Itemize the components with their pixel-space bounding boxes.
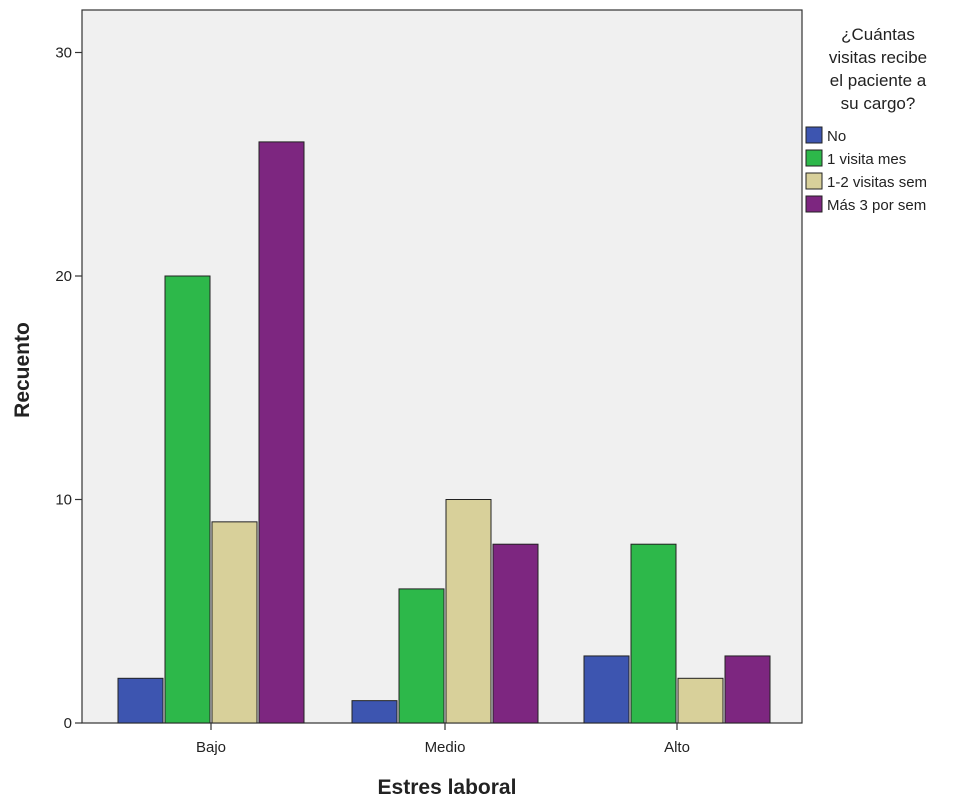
legend-swatch (805, 172, 823, 190)
legend-title: visitas recibe (829, 48, 927, 67)
legend-title: ¿Cuántas (841, 25, 915, 44)
legend: ¿Cuántas visitas recibe el paciente a su ca… (805, 25, 927, 214)
x-tick-label: Bajo (196, 739, 226, 756)
bar (583, 655, 630, 724)
y-axis: 0 10 20 30 (55, 45, 82, 732)
y-tick-label: 20 (55, 268, 72, 285)
bar (445, 499, 492, 724)
y-tick-label: 10 (55, 492, 72, 509)
bar (258, 141, 305, 724)
bar (351, 700, 398, 724)
bar (630, 543, 677, 724)
legend-label: 1 visita mes (827, 151, 906, 168)
legend-label: 1-2 visitas sem (827, 174, 927, 191)
x-tick-label: Medio (425, 739, 466, 756)
legend-label: Más 3 por sem (827, 197, 926, 214)
x-axis-title: Estres laboral (378, 776, 517, 799)
x-tick-label: Alto (664, 739, 690, 756)
legend-swatch (805, 126, 823, 144)
legend-title: el paciente a (830, 71, 927, 90)
bars (117, 141, 771, 724)
y-axis-title: Recuento (11, 322, 34, 418)
legend-title: su cargo? (841, 94, 916, 113)
legend-swatch (805, 195, 823, 213)
x-axis: Bajo Medio Alto (196, 723, 690, 756)
legend-label: No (827, 128, 846, 145)
bar (211, 521, 258, 724)
bar (164, 275, 211, 724)
legend-swatch (805, 149, 823, 167)
y-tick-label: 0 (64, 715, 72, 732)
bar (677, 677, 724, 724)
bar (492, 543, 539, 724)
bar (398, 588, 445, 724)
bar (117, 677, 164, 724)
y-tick-label: 30 (55, 45, 72, 62)
bar (724, 655, 771, 724)
